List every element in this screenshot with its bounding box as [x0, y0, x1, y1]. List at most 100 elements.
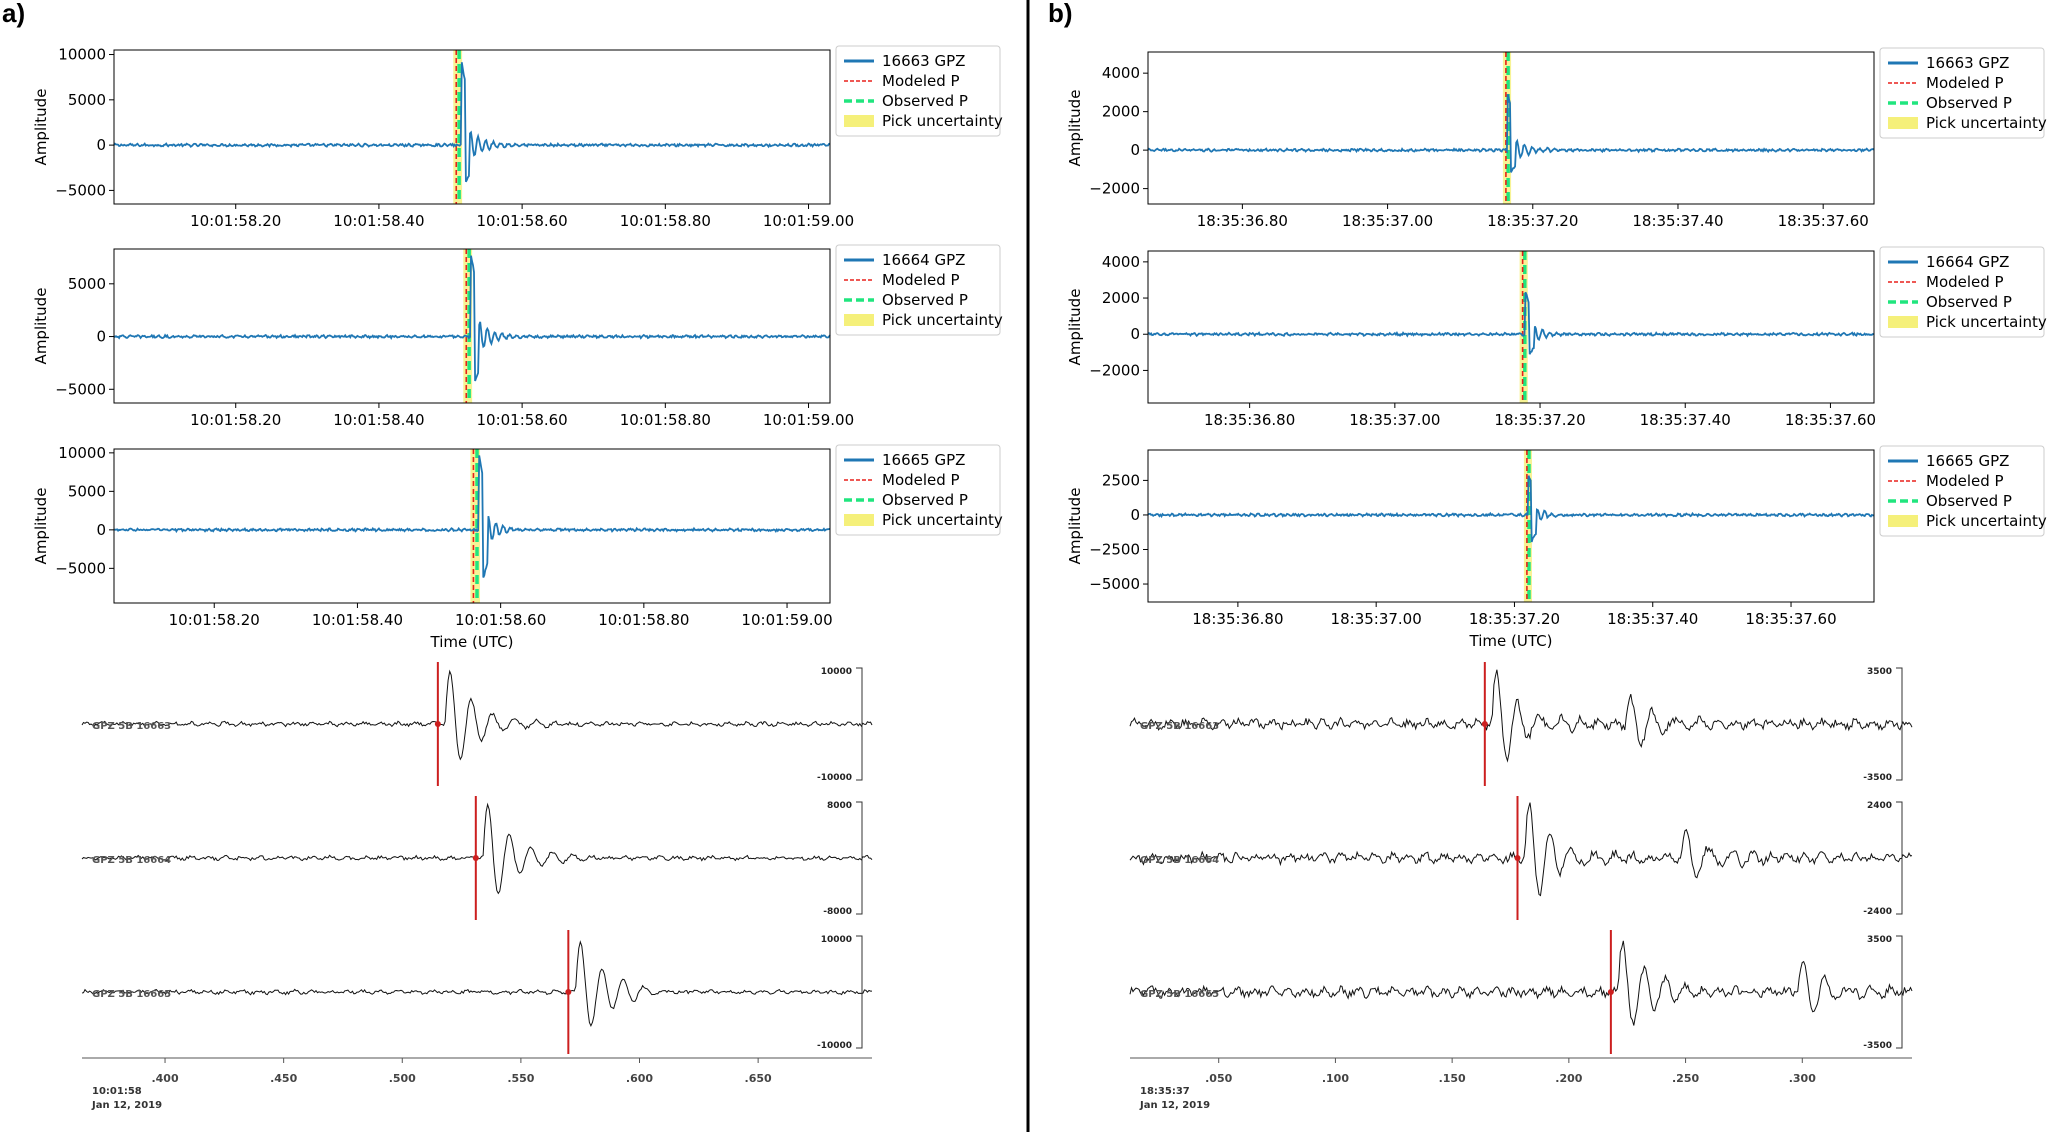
section-tick-label: .300: [1789, 1072, 1816, 1085]
section-tick-label: .650: [745, 1072, 772, 1085]
y-axis-label: Amplitude: [32, 288, 50, 365]
legend-entry: Observed P: [882, 491, 968, 509]
legend: 16663 GPZ Modeled P Observed P Pick uncerta…: [835, 45, 1003, 137]
y-tick-label: 10000: [58, 46, 106, 64]
plot-frame: [1147, 51, 1875, 205]
waveform-trace: [1147, 475, 1875, 543]
section-tick-label: .100: [1322, 1072, 1349, 1085]
panel-b: b) 4000 2000 0 −2000 18:35:36.80 18:35:37.00 18…: [1048, 0, 2047, 1111]
x-tick-label: 10:01:58.20: [190, 411, 281, 429]
y-axis-label: Amplitude: [32, 488, 50, 565]
x-tick-label: 18:35:37.00: [1331, 610, 1422, 628]
section-start-time: 18:35:37: [1140, 1086, 1190, 1097]
legend: 16664 GPZ Modeled P Observed P Pick uncerta…: [1879, 246, 2047, 338]
scale-top-label: 2400: [1867, 801, 1892, 811]
legend-entry: Modeled P: [1926, 472, 2004, 490]
legend-uncertainty-swatch: [844, 314, 874, 326]
x-tick-label: 18:35:37.00: [1349, 411, 1440, 429]
legend-entry: 16665 GPZ: [882, 451, 965, 469]
y-tick-label: 0: [96, 328, 106, 346]
trace-label: GPZ 5B 16664: [1140, 855, 1219, 866]
x-tick-label: 10:01:59.00: [741, 611, 832, 629]
x-tick-label: 10:01:58.20: [169, 611, 260, 629]
record-section: GPZ 5B 16663 10000 -10000 GPZ 5B 16664 8000 -…: [81, 662, 873, 1111]
amplitude-scale-bracket: [1896, 935, 1903, 1049]
section-trace: [81, 669, 873, 761]
y-tick-label: −2500: [1089, 540, 1140, 558]
waveform-trace: [1147, 94, 1875, 173]
legend-uncertainty-swatch: [1888, 316, 1918, 328]
legend-uncertainty-swatch: [1888, 117, 1918, 129]
y-axis-label: Amplitude: [1066, 90, 1084, 167]
y-tick-label: 10000: [58, 444, 106, 462]
plot-frame: [1147, 449, 1875, 603]
section-trace: [81, 940, 872, 1028]
legend-uncertainty-swatch: [844, 115, 874, 127]
legend-uncertainty-swatch: [844, 514, 874, 526]
legend-entry: Observed P: [1926, 94, 2012, 112]
legend-entry: 16663 GPZ: [882, 52, 965, 70]
legend: 16663 GPZ Modeled P Observed P Pick uncerta…: [1879, 47, 2047, 139]
trace-label: GPZ 5B 16665: [92, 989, 171, 1000]
legend: 16664 GPZ Modeled P Observed P Pick uncerta…: [835, 244, 1003, 336]
plot-frame: [113, 49, 831, 205]
waveform-trace: [113, 62, 831, 183]
legend-entry: Pick uncertainty: [882, 112, 1003, 130]
x-tick-label: 18:35:37.60: [1778, 212, 1869, 230]
x-tick-label: 10:01:59.00: [763, 212, 854, 230]
trace-label: GPZ 5B 16665: [1140, 989, 1219, 1000]
section-date: Jan 12, 2019: [1139, 1100, 1210, 1111]
waveform-subplot: 4000 2000 0 −2000 18:35:36.80 18:35:37.00 18:3…: [1066, 246, 2047, 429]
scale-top-label: 10000: [821, 667, 852, 677]
x-tick-label: 18:35:37.60: [1785, 411, 1876, 429]
x-tick-label: 18:35:37.20: [1494, 411, 1585, 429]
legend-entry: Observed P: [1926, 492, 2012, 510]
legend: 16665 GPZ Modeled P Observed P Pick uncerta…: [835, 444, 1003, 536]
section-date: Jan 12, 2019: [91, 1100, 162, 1111]
section-tick-label: .050: [1205, 1072, 1232, 1085]
waveform-trace: [113, 455, 831, 578]
legend-box: [835, 45, 1001, 137]
legend-box: [835, 244, 1001, 336]
legend-entry: Modeled P: [1926, 74, 2004, 92]
legend-entry: Modeled P: [882, 72, 960, 90]
y-tick-label: 2000: [1102, 289, 1140, 307]
scale-bottom-label: -10000: [817, 1041, 852, 1051]
scale-bottom-label: -10000: [817, 773, 852, 783]
section-start-time: 10:01:58: [92, 1086, 142, 1097]
scale-bottom-label: -3500: [1863, 1041, 1892, 1051]
amplitude-scale-bracket: [856, 667, 863, 781]
x-tick-label: 18:35:37.40: [1607, 610, 1698, 628]
legend-box: [835, 444, 1001, 536]
y-tick-label: 5000: [68, 482, 106, 500]
scale-top-label: 3500: [1867, 667, 1892, 677]
amplitude-scale-bracket: [1896, 667, 1903, 781]
x-tick-label: 18:35:36.80: [1192, 610, 1283, 628]
x-tick-label: 18:35:36.80: [1197, 212, 1288, 230]
x-tick-label: 18:35:37.20: [1469, 610, 1560, 628]
section-tick-label: .200: [1555, 1072, 1582, 1085]
scale-bottom-label: -8000: [823, 907, 852, 917]
x-tick-label: 10:01:58.40: [312, 611, 403, 629]
y-axis-label: Amplitude: [1066, 488, 1084, 565]
scale-bottom-label: -2400: [1863, 907, 1892, 917]
p-pick-dot: [434, 721, 441, 727]
amplitude-scale-bracket: [1896, 801, 1903, 915]
trace-label: GPZ 5B 16663: [92, 721, 171, 732]
y-tick-label: 2000: [1102, 103, 1140, 121]
legend-box: [1879, 246, 2045, 338]
panel-label: b): [1048, 0, 1073, 28]
amplitude-scale-bracket: [856, 935, 863, 1049]
x-tick-label: 10:01:58.40: [333, 212, 424, 230]
y-tick-label: 4000: [1102, 253, 1140, 271]
section-tick-label: .550: [507, 1072, 534, 1085]
section-trace: [1129, 802, 1913, 897]
x-tick-label: 10:01:58.80: [620, 212, 711, 230]
scale-bottom-label: -3500: [1863, 773, 1892, 783]
legend-entry: Pick uncertainty: [882, 311, 1003, 329]
y-tick-label: 5000: [68, 91, 106, 109]
scale-top-label: 8000: [827, 801, 852, 811]
section-tick-label: .400: [151, 1072, 178, 1085]
p-pick-dot: [1481, 721, 1488, 727]
